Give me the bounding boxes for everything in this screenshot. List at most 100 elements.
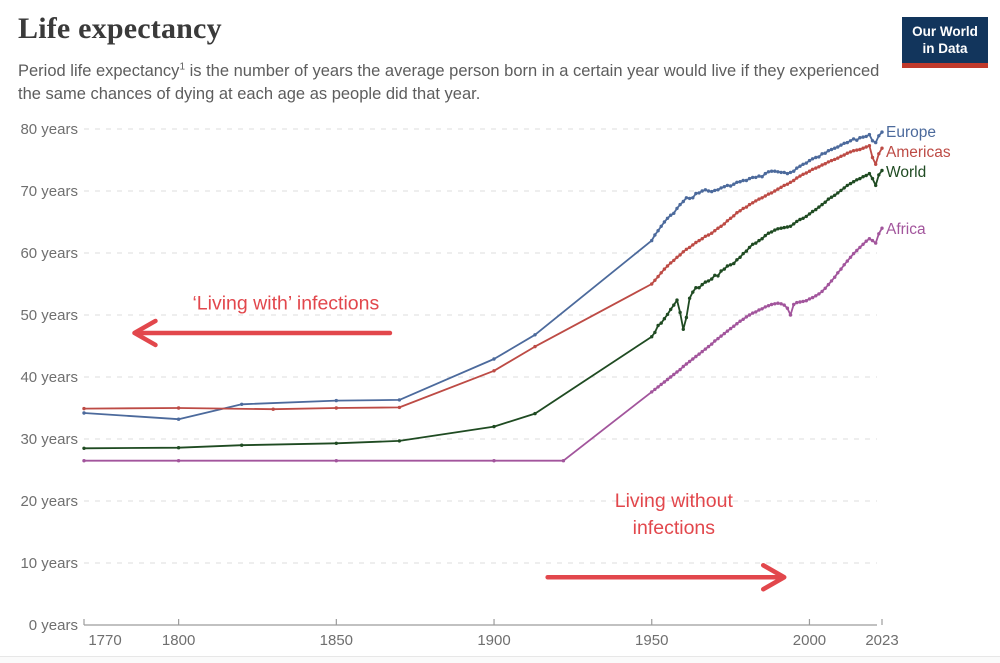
data-point-americas (845, 151, 849, 155)
data-point-world (744, 249, 749, 253)
data-point-europe (817, 155, 821, 159)
data-point-americas (848, 150, 853, 154)
data-point-world (769, 230, 774, 234)
data-point-africa (785, 306, 790, 310)
data-point-americas (741, 206, 745, 211)
data-point-africa (725, 329, 730, 333)
subtitle-text-continued: is the number of years the average perso… (18, 62, 880, 104)
data-point-americas (751, 201, 755, 205)
data-point-world (751, 242, 755, 246)
data-point-world (773, 228, 777, 232)
data-point-americas (713, 229, 717, 233)
data-point-africa (795, 300, 799, 305)
series-label-world: World (886, 164, 926, 181)
data-point-americas (760, 196, 764, 200)
data-point-africa (719, 334, 723, 338)
data-point-europe (751, 175, 755, 180)
data-point-americas (769, 191, 774, 195)
data-point-africa (669, 375, 673, 379)
data-point-africa (691, 357, 695, 361)
data-point-americas (675, 255, 679, 259)
data-point-africa (810, 295, 815, 300)
data-point-africa (684, 362, 689, 366)
data-point-europe (877, 134, 881, 138)
data-point-world (855, 178, 859, 182)
data-point-africa (769, 302, 774, 307)
data-point-europe (687, 196, 692, 201)
data-point-americas (826, 160, 831, 164)
data-point-americas (722, 222, 726, 226)
x-tick-label: 2000 (793, 632, 826, 649)
data-point-americas (754, 199, 758, 203)
data-point-africa (754, 310, 758, 314)
data-point-europe (845, 140, 849, 145)
data-point-africa (880, 226, 884, 230)
y-tick-label: 50 years (20, 307, 78, 324)
data-point-africa (681, 364, 685, 369)
data-point-americas (855, 148, 859, 152)
data-point-africa (877, 232, 881, 236)
data-point-americas (798, 174, 802, 178)
data-point-world (533, 411, 537, 416)
data-point-world (732, 261, 736, 266)
data-point-americas (747, 202, 752, 207)
data-point-africa (82, 459, 86, 463)
data-point-americas (738, 209, 742, 213)
data-point-world (397, 439, 402, 443)
data-point-africa (656, 385, 660, 389)
data-point-africa (706, 344, 711, 349)
data-point-europe (703, 188, 708, 192)
data-point-world (710, 277, 714, 281)
data-point-americas (773, 189, 777, 193)
data-point-americas (334, 406, 338, 410)
data-point-world (782, 225, 786, 230)
data-point-americas (858, 147, 862, 152)
data-point-europe (785, 171, 790, 176)
data-point-americas (176, 406, 181, 410)
data-point-americas (763, 194, 767, 198)
data-point-africa (829, 279, 834, 283)
data-point-europe (735, 180, 739, 184)
data-point-africa (710, 342, 714, 346)
data-point-americas (716, 226, 720, 230)
data-point-africa (703, 347, 708, 351)
data-point-americas (823, 162, 827, 166)
data-point-americas (810, 167, 815, 171)
data-point-europe (672, 211, 676, 215)
data-point-africa (672, 372, 676, 377)
data-point-world (662, 317, 667, 321)
data-point-americas (672, 258, 676, 263)
data-point-world (713, 273, 717, 277)
data-point-africa (861, 242, 865, 246)
data-point-world (785, 225, 790, 229)
data-point-europe (725, 183, 730, 188)
owid-logo[interactable]: Our World in Data (902, 17, 988, 68)
data-point-world (691, 290, 695, 294)
x-tick-label: 1950 (635, 632, 668, 649)
data-point-world (877, 173, 881, 177)
data-point-africa (773, 302, 777, 306)
data-point-africa (763, 305, 767, 309)
data-point-europe (851, 137, 856, 141)
data-point-europe (839, 143, 843, 147)
annotation-arrowhead-1 (132, 318, 158, 348)
data-point-world (760, 237, 764, 241)
data-point-europe (691, 196, 695, 200)
data-point-americas (678, 253, 682, 257)
data-point-europe (741, 178, 745, 183)
data-point-americas (785, 182, 790, 186)
data-point-europe (684, 196, 689, 200)
data-point-americas (807, 169, 812, 173)
data-point-africa (766, 304, 771, 308)
data-point-americas (710, 231, 714, 235)
data-point-world (817, 205, 821, 209)
data-point-africa (334, 459, 338, 463)
data-point-europe (861, 135, 865, 139)
series-label-africa: Africa (886, 221, 926, 238)
data-point-americas (801, 172, 805, 176)
data-point-world (716, 274, 720, 278)
data-point-africa (820, 289, 824, 294)
data-point-africa (874, 241, 878, 245)
data-point-europe (798, 164, 802, 168)
data-point-world (700, 282, 704, 287)
